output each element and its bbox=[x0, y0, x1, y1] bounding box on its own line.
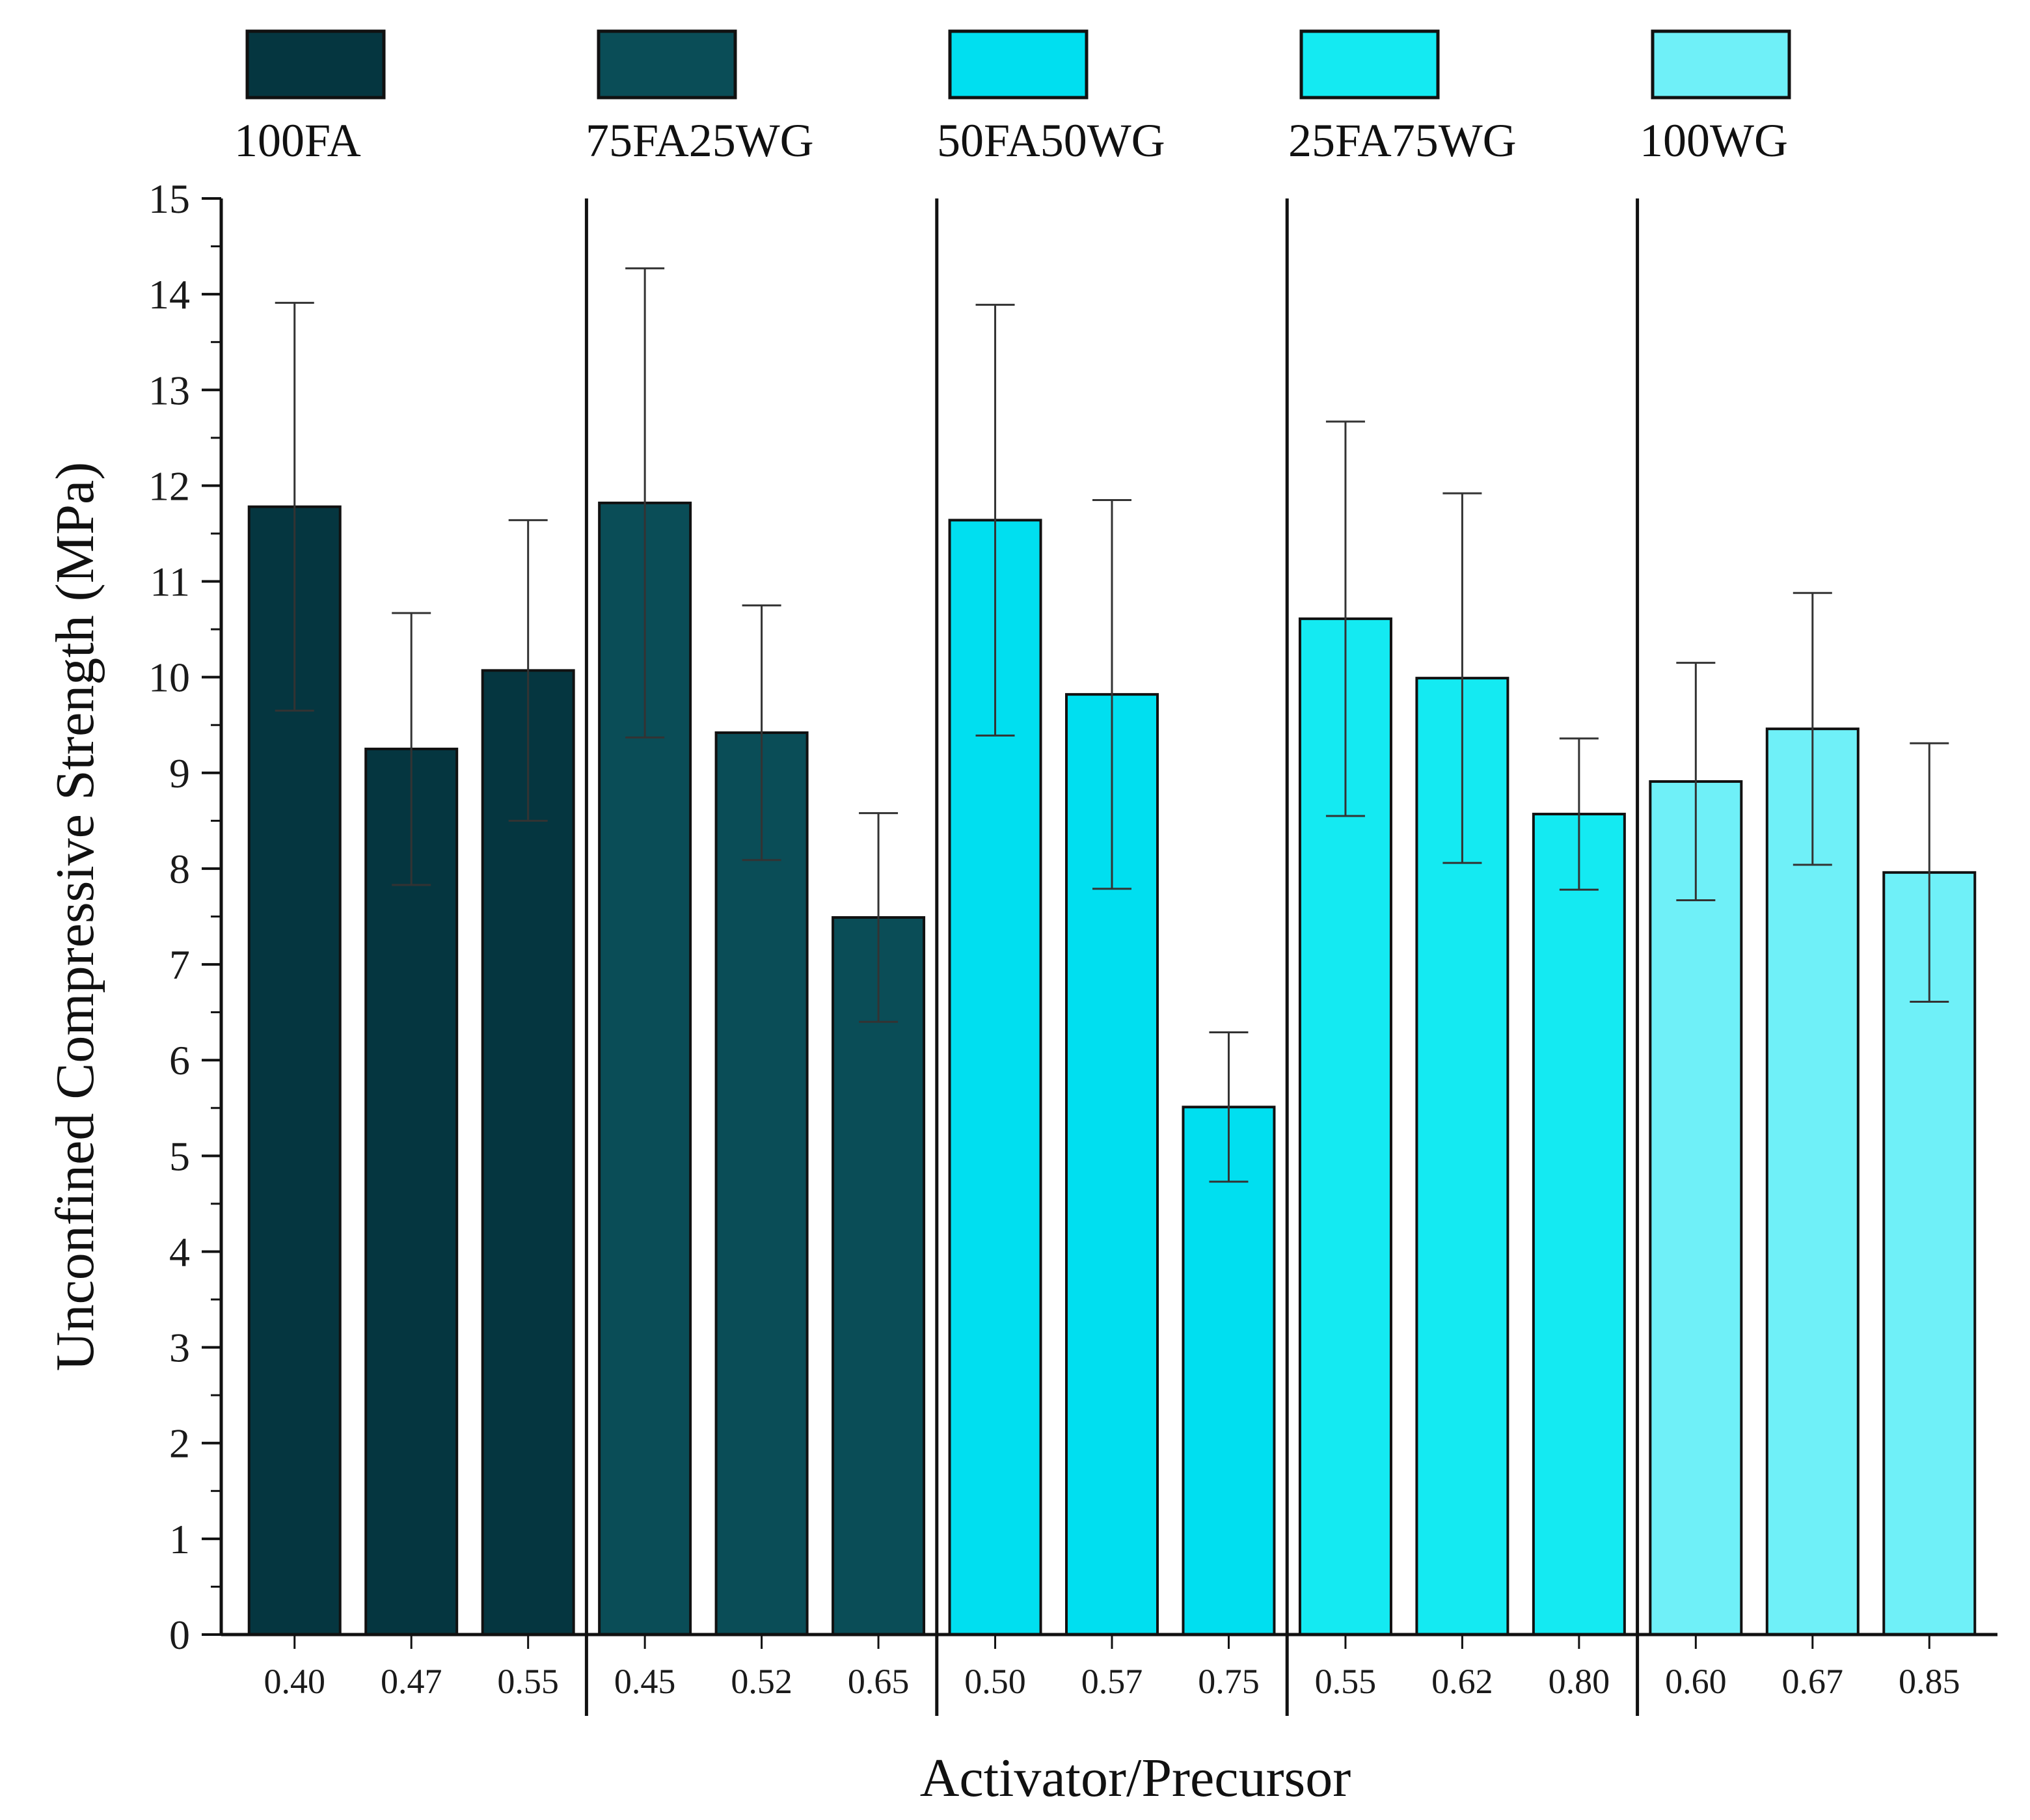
error-bar-100FA-0.40 bbox=[275, 301, 314, 712]
y-tick-label: 7 bbox=[169, 942, 190, 988]
y-tick-label: 3 bbox=[169, 1325, 190, 1371]
y-tick-label: 1 bbox=[169, 1516, 190, 1562]
x-tick-label: 0.40 bbox=[264, 1662, 325, 1701]
error-bar-75FA25WG-0.65 bbox=[859, 812, 899, 1023]
error-bar-50FA50WG-0.57 bbox=[1092, 498, 1131, 890]
x-tick-label: 0.75 bbox=[1198, 1662, 1260, 1701]
y-tick-label: 8 bbox=[169, 846, 190, 892]
error-bar-50FA50WG-0.50 bbox=[975, 303, 1015, 737]
legend-label: 75FA25WG bbox=[586, 115, 814, 167]
y-tick-label: 11 bbox=[150, 559, 190, 605]
y-tick-label: 0 bbox=[169, 1612, 190, 1658]
legend-item-25FA75WG: 25FA75WG bbox=[1288, 29, 1517, 167]
x-tick-label: 0.62 bbox=[1431, 1662, 1493, 1701]
legend-label: 100WG bbox=[1640, 115, 1788, 167]
error-bar-100FA-0.55 bbox=[508, 519, 548, 822]
error-bar-25FA75WG-0.80 bbox=[1559, 737, 1599, 891]
legend: 100FA 75FA25WG 50FA50WG 25FA75WG 100WG bbox=[234, 29, 1791, 167]
x-tick-label: 0.50 bbox=[964, 1662, 1026, 1701]
error-bar-75FA25WG-0.45 bbox=[625, 267, 665, 739]
x-axis-title: Activator/Precursor bbox=[920, 1748, 1351, 1808]
error-bars bbox=[275, 267, 1949, 1183]
y-tick-label: 2 bbox=[169, 1420, 190, 1467]
error-bar-25FA75WG-0.62 bbox=[1442, 492, 1482, 864]
bar-75FA25WG-0.52 bbox=[714, 731, 809, 1636]
x-tick-label: 0.45 bbox=[614, 1662, 676, 1701]
bar-75FA25WG-0.65 bbox=[832, 916, 926, 1636]
error-bar-100WG-0.85 bbox=[1910, 742, 1949, 1003]
bar-50FA50WG-0.75 bbox=[1182, 1106, 1276, 1636]
y-tick-label: 4 bbox=[169, 1229, 190, 1275]
error-bar-50FA50WG-0.75 bbox=[1209, 1031, 1249, 1183]
error-bar-75FA25WG-0.52 bbox=[742, 604, 781, 862]
error-bar-100WG-0.60 bbox=[1676, 662, 1716, 901]
bar-100WG-0.60 bbox=[1649, 780, 1743, 1636]
x-axis-ticks: 0.40 0.47 0.55 0.45 0.52 0.65 0.50 0.57 0.75 0.55… bbox=[264, 1635, 1960, 1701]
legend-label: 100FA bbox=[234, 115, 361, 167]
y-tick-label: 6 bbox=[169, 1037, 190, 1083]
x-tick-label: 0.47 bbox=[381, 1662, 442, 1701]
legend-item-50FA50WG: 50FA50WG bbox=[937, 29, 1165, 167]
y-tick-label: 12 bbox=[148, 463, 190, 509]
error-bar-100WG-0.67 bbox=[1793, 591, 1832, 866]
y-tick-label: 5 bbox=[169, 1133, 190, 1179]
legend-swatch bbox=[1651, 29, 1791, 100]
y-tick-label: 14 bbox=[148, 271, 190, 318]
legend-item-100FA: 100FA bbox=[234, 29, 386, 167]
bar-25FA75WG-0.80 bbox=[1532, 813, 1626, 1636]
x-tick-label: 0.55 bbox=[1315, 1662, 1377, 1701]
x-tick-label: 0.60 bbox=[1665, 1662, 1727, 1701]
error-bar-100FA-0.47 bbox=[392, 612, 431, 886]
legend-label: 25FA75WG bbox=[1288, 115, 1517, 167]
legend-item-75FA25WG: 75FA25WG bbox=[586, 29, 814, 167]
error-bar-25FA75WG-0.55 bbox=[1325, 420, 1365, 817]
legend-swatch bbox=[1299, 29, 1440, 100]
x-tick-label: 0.85 bbox=[1899, 1662, 1960, 1701]
x-tick-label: 0.57 bbox=[1081, 1662, 1143, 1701]
x-tick-label: 0.67 bbox=[1782, 1662, 1844, 1701]
legend-label: 50FA50WG bbox=[937, 115, 1165, 167]
legend-item-100WG: 100WG bbox=[1640, 29, 1791, 167]
y-tick-label: 13 bbox=[148, 367, 190, 413]
bar-100FA-0.55 bbox=[481, 669, 575, 1636]
group-dividers bbox=[584, 198, 1640, 1716]
legend-swatch bbox=[245, 29, 386, 100]
y-tick-label: 10 bbox=[148, 655, 190, 701]
legend-swatch bbox=[597, 29, 737, 100]
x-tick-label: 0.52 bbox=[731, 1662, 792, 1701]
y-axis-title: Unconfined Compressive Strength (MPa) bbox=[45, 462, 105, 1371]
x-tick-label: 0.55 bbox=[497, 1662, 559, 1701]
y-tick-label: 9 bbox=[169, 750, 190, 796]
x-tick-label: 0.80 bbox=[1549, 1662, 1610, 1701]
x-tick-label: 0.65 bbox=[848, 1662, 910, 1701]
legend-swatch bbox=[948, 29, 1089, 100]
y-tick-label: 15 bbox=[148, 176, 190, 222]
